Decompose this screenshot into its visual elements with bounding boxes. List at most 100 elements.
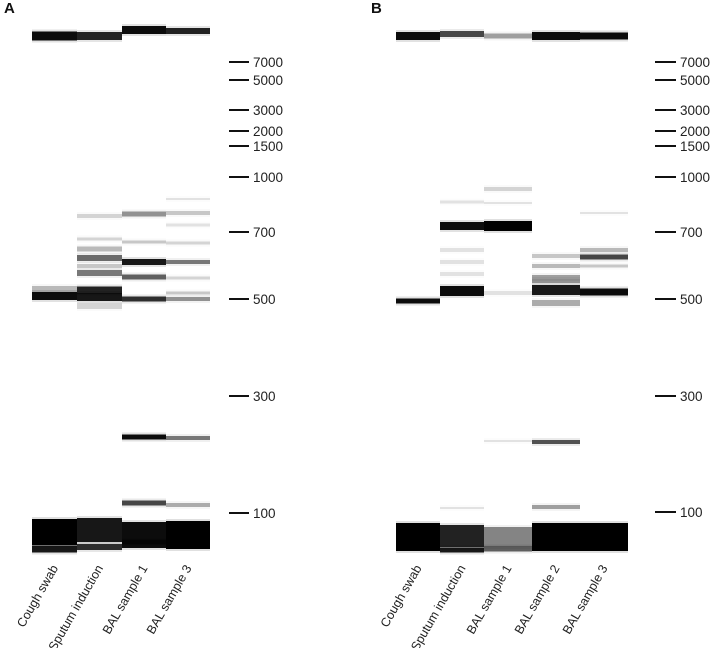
- band: [122, 434, 166, 440]
- lane-2: [77, 30, 122, 552]
- band: [440, 507, 484, 509]
- band: [122, 296, 166, 302]
- band: [484, 291, 532, 295]
- band: [32, 31, 77, 41]
- ladder-label: 500: [680, 292, 703, 307]
- lane-5: [580, 30, 628, 553]
- band: [32, 519, 77, 545]
- band: [396, 298, 440, 304]
- band: [440, 286, 484, 296]
- band: [166, 28, 210, 34]
- band-halo: [532, 273, 580, 281]
- band: [484, 187, 532, 191]
- ladder-label: 1000: [680, 170, 710, 185]
- band: [580, 248, 628, 252]
- band: [122, 240, 166, 244]
- lane-2: [440, 29, 484, 555]
- band: [166, 291, 210, 295]
- ladder-label: 300: [253, 389, 276, 404]
- band: [77, 32, 122, 40]
- band: [77, 286, 122, 294]
- lane-label: BAL sample 1: [100, 562, 151, 636]
- lane-label: BAL sample 1: [464, 562, 515, 636]
- band: [122, 500, 166, 506]
- ladder-label: 1000: [253, 170, 283, 185]
- band: [122, 539, 166, 545]
- band: [32, 292, 77, 300]
- ladder-label: 700: [680, 225, 703, 240]
- band: [77, 293, 122, 301]
- band: [77, 264, 122, 268]
- ladder-label: 7000: [680, 55, 710, 70]
- ladder-label: 700: [253, 225, 276, 240]
- ladder-label: 300: [680, 389, 703, 404]
- band: [166, 211, 210, 215]
- lane-label: BAL sample 2: [512, 562, 563, 636]
- band: [440, 200, 484, 204]
- band: [77, 237, 122, 241]
- band-halo: [484, 525, 532, 549]
- band: [122, 26, 166, 34]
- lane-4: [532, 30, 580, 553]
- lane-4: [166, 26, 210, 551]
- lane-label: BAL sample 3: [144, 562, 195, 636]
- band: [484, 202, 532, 204]
- ladder-label: 100: [680, 505, 703, 520]
- band: [440, 222, 484, 230]
- ladder-label: 5000: [253, 73, 283, 88]
- band: [166, 241, 210, 245]
- band-halo: [166, 295, 210, 303]
- band: [122, 259, 166, 265]
- band: [532, 279, 580, 283]
- band: [484, 221, 532, 231]
- lane-1: [32, 29, 77, 555]
- band: [484, 440, 532, 442]
- band: [32, 545, 77, 553]
- band: [166, 436, 210, 440]
- band: [580, 288, 628, 296]
- ladder-label: 500: [253, 292, 276, 307]
- band: [77, 246, 122, 252]
- band: [77, 518, 122, 542]
- band: [532, 523, 580, 551]
- band: [484, 527, 532, 547]
- lane-label: Cough swab: [378, 562, 425, 629]
- lane-label: Cough swab: [14, 562, 61, 629]
- ladder-label: 2000: [253, 124, 283, 139]
- band: [484, 33, 532, 39]
- band: [166, 297, 210, 301]
- band: [77, 255, 122, 261]
- band: [122, 211, 166, 217]
- band: [580, 212, 628, 214]
- band: [440, 547, 484, 553]
- lane-3: [484, 31, 532, 554]
- band: [532, 440, 580, 444]
- band: [166, 521, 210, 549]
- lanes-b: [396, 29, 628, 555]
- band: [484, 546, 532, 552]
- band: [77, 544, 122, 550]
- ladder-label: 100: [253, 506, 276, 521]
- band: [77, 270, 122, 276]
- band: [580, 264, 628, 268]
- lane-3: [122, 24, 166, 550]
- band-halo: [532, 277, 580, 285]
- band: [77, 214, 122, 218]
- band: [532, 32, 580, 40]
- ladder-label: 5000: [680, 73, 710, 88]
- ladder-label: 1500: [253, 139, 283, 154]
- band: [77, 303, 122, 309]
- band: [122, 274, 166, 280]
- ladder-label: 7000: [253, 55, 283, 70]
- panel-label-b: B: [371, 0, 382, 17]
- lanes-a: [32, 24, 210, 555]
- panel-label-a: A: [4, 0, 15, 17]
- band: [532, 285, 580, 295]
- band: [532, 300, 580, 306]
- band: [166, 276, 210, 280]
- band: [166, 223, 210, 227]
